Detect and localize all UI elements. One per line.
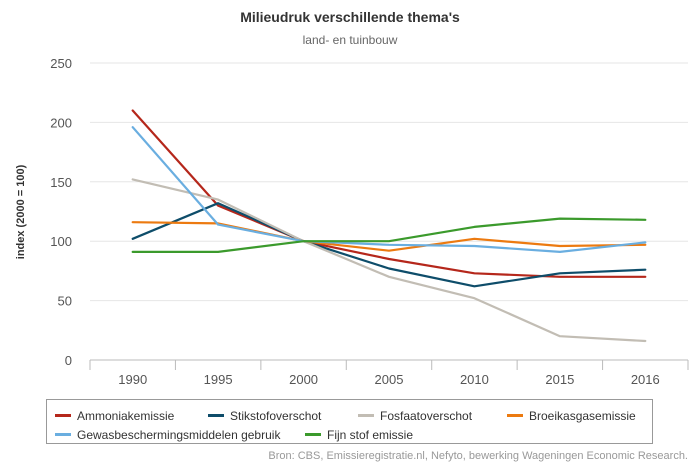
legend-label: Broeikasgasemissie [529,409,636,423]
legend-label: Fijn stof emissie [327,428,414,442]
legend-swatch [507,414,523,418]
y-tick-label: 200 [50,115,72,130]
x-tick-label: 2000 [289,372,318,387]
x-tick-label: 2015 [545,372,574,387]
legend-item: Fosfaatoverschot [358,409,472,423]
legend-label: Ammoniakemissie [77,409,175,423]
grid [90,62,688,302]
legend-item: Gewasbeschermingsmiddelen gebruik [55,428,280,442]
chart-subtitle: land- en tuinbouw [302,33,398,47]
y-tick-label: 150 [50,175,72,190]
y-tick-label: 50 [58,294,72,309]
legend-item: Fijn stof emissie [305,428,413,442]
x-tick-label: 2005 [375,372,404,387]
series-line-4 [131,126,647,253]
x-axis: 1990 1995 2000 2005 2010 2015 2016 [89,359,689,387]
legend-label: Gewasbeschermingsmiddelen gebruik [77,428,281,442]
chart-title: Milieudruk verschillende thema's [240,9,460,25]
line-chart: 0 50 100 150 200 250 1990 1995 2000 2005 2010 2015… [15,56,689,387]
legend-swatch [208,414,224,418]
y-tick-label: 100 [50,234,72,249]
series-line-5 [131,217,647,253]
y-axis-ticks: 0 50 100 150 200 250 [50,56,72,368]
x-tick-label: 1995 [204,372,233,387]
series-lines [131,109,647,343]
series-line-0 [131,109,647,278]
x-tick-label: 1990 [118,372,147,387]
legend-label: Fosfaatoverschot [380,409,473,423]
y-tick-label: 250 [50,56,72,71]
y-axis-label: index (2000 = 100) [15,164,27,259]
legend-swatch [55,414,71,418]
legend-swatch [358,414,374,418]
x-tick-label: 2016 [631,372,660,387]
legend-swatch [305,433,321,437]
legend-swatch [55,433,71,437]
series-line-1 [131,202,647,288]
series-line-2 [131,178,647,343]
chart-legend: Ammoniakemissie Stikstofoverschot Fosfaato… [46,399,653,444]
legend-label: Stikstofoverschot [230,409,322,423]
series-line-3 [131,221,647,252]
x-tick-label: 2010 [460,372,489,387]
legend-item: Ammoniakemissie [55,409,174,423]
legend-item: Broeikasgasemissie [507,409,636,423]
legend-item: Stikstofoverschot [208,409,321,423]
source-note: Bron: CBS, Emissieregistratie.nl, Nefyto… [268,450,688,462]
y-tick-label: 0 [65,353,72,368]
